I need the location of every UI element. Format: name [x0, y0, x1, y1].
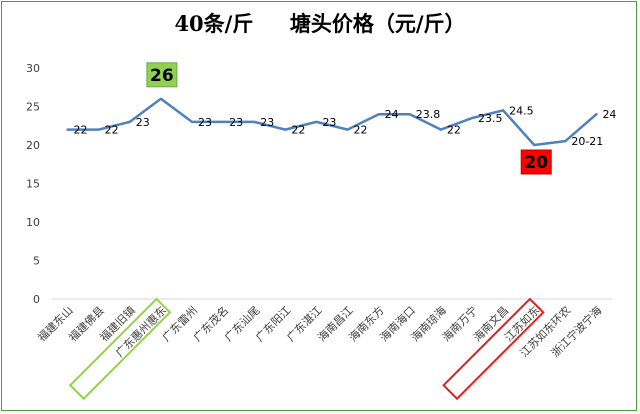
data-label: 24.5: [509, 104, 533, 117]
data-label: 23: [260, 116, 274, 129]
callout-high-box: [146, 62, 178, 88]
y-tick-label: 25: [26, 101, 40, 114]
y-tick-label: 10: [26, 216, 40, 229]
chart-title: 40条/斤 塘头价格（元/斤）: [174, 11, 466, 36]
data-label: 20-21: [571, 135, 603, 148]
highlight-box-low-category: [442, 297, 545, 401]
data-label: 23.5: [478, 112, 503, 125]
y-tick-label: 0: [33, 293, 40, 306]
data-label: 23.8: [416, 108, 441, 121]
callout-low-box: [520, 149, 552, 175]
data-label: 23: [136, 116, 150, 129]
data-label: 22: [447, 124, 461, 137]
data-label: 22: [354, 124, 368, 137]
y-tick-label: 5: [33, 255, 40, 268]
data-label: 23: [322, 116, 336, 129]
series-line: [66, 97, 598, 147]
data-label: 24: [385, 108, 399, 121]
y-tick-label: 30: [26, 62, 40, 75]
data-label: 22: [74, 124, 88, 137]
data-label: 22: [105, 124, 119, 137]
y-tick-label: 20: [26, 139, 40, 152]
callout-low-label: 20: [524, 153, 548, 173]
data-label: 23: [198, 116, 212, 129]
data-label: 22: [291, 124, 305, 137]
y-tick-label: 15: [26, 178, 40, 191]
callout-high-label: 26: [150, 66, 174, 86]
data-label: 23: [229, 116, 243, 129]
data-label: 24: [602, 108, 616, 121]
highlight-box-high-category: [68, 297, 172, 401]
